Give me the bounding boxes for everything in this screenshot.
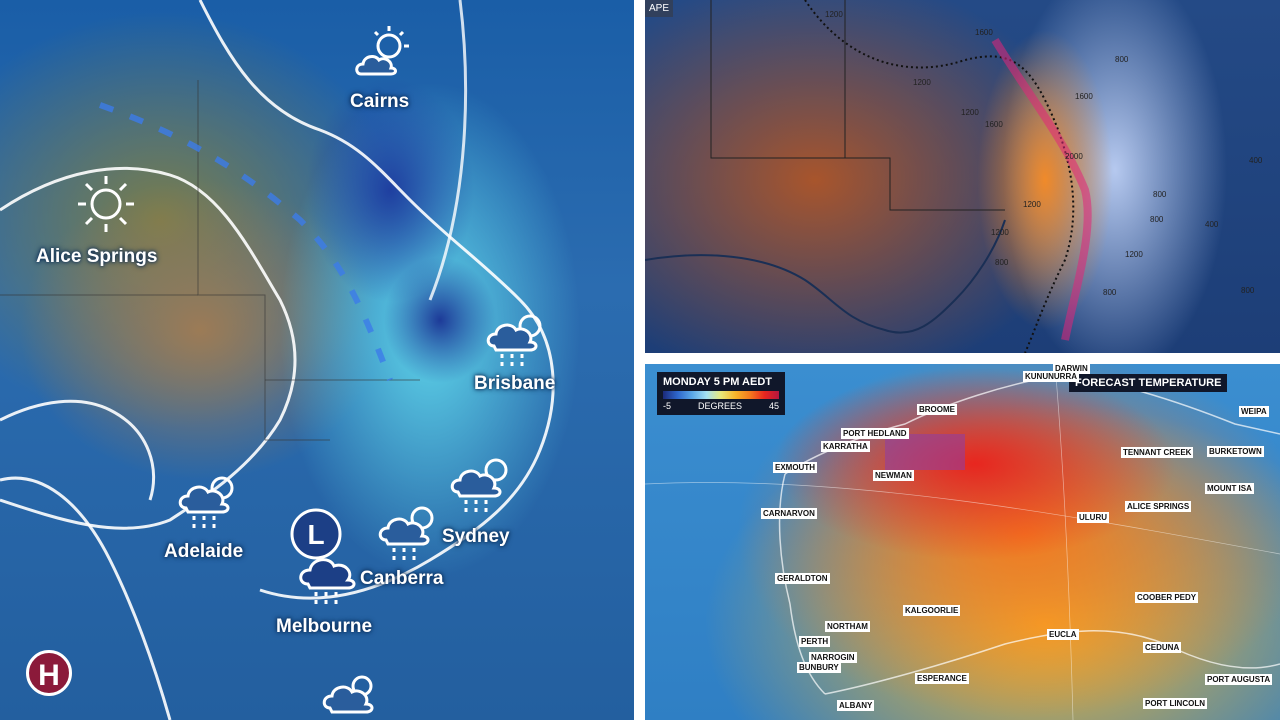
place-label: BUNBURY [797, 662, 841, 673]
city-label: Melbourne [276, 616, 373, 637]
city-label: Cairns [350, 91, 410, 112]
legend-box: MONDAY 5 PM AEDT -5 DEGREES 45 [657, 372, 785, 415]
panel-divider [645, 353, 1280, 364]
city-label: Brisbane [474, 373, 556, 394]
low-pressure-rain-icon: L [290, 508, 356, 608]
sun-icon [78, 176, 134, 232]
place-label: NARROGIN [809, 652, 857, 663]
cape-map: APE 1200 1600 1200 800 1600 2000 1200 80… [645, 0, 1280, 353]
map-label: APE [645, 0, 674, 17]
contour-label: 1200 [1023, 200, 1041, 209]
place-label: EXMOUTH [773, 462, 817, 473]
scale-max: 45 [768, 401, 779, 411]
place-label: KUNUNURRA [1023, 371, 1079, 382]
contour-label: 1200 [825, 10, 843, 19]
place-label: EUCLA [1047, 629, 1079, 640]
scale-min: -5 [663, 401, 672, 411]
temperature-scale-bar [663, 391, 779, 399]
place-label: COOBER PEDY [1135, 592, 1199, 603]
place-label: BURKETOWN [1207, 446, 1264, 457]
city-label: Alice Springs [36, 246, 158, 267]
rain-cloud-icon [322, 675, 374, 714]
contour-label: 800 [1150, 215, 1164, 224]
place-label: NORTHAM [825, 621, 870, 632]
contour-label: 1200 [961, 108, 979, 117]
city-label: Sydney [442, 526, 510, 547]
place-label: CARNARVON [761, 508, 817, 519]
place-label: DARWIN [1053, 364, 1090, 374]
rain-cloud-icon [486, 314, 542, 370]
place-label: GERALDTON [775, 573, 830, 584]
rain-cloud-icon [178, 476, 234, 532]
place-label: KARRATHA [821, 441, 870, 452]
city-label: Adelaide [164, 541, 244, 562]
place-label: WEIPA [1239, 406, 1269, 417]
contour-label: 1200 [991, 228, 1009, 237]
city-label: Canberra [360, 568, 444, 589]
rain-radar-map: Cairns Alice Springs Brisbane Adelaide S… [0, 0, 634, 720]
sun-behind-cloud-icon [355, 26, 409, 76]
place-label: PORT HEDLAND [841, 428, 909, 439]
place-label: CEDUNA [1143, 642, 1182, 653]
place-label: ESPERANCE [915, 673, 969, 684]
contour-label: 1600 [985, 120, 1003, 129]
map-outlines [645, 364, 1280, 720]
low-pressure-symbol: L [307, 519, 324, 550]
map-title: FORECAST TEMPERATURE [1069, 374, 1228, 392]
place-label: PORT LINCOLN [1143, 698, 1207, 709]
contour-label: 800 [1103, 288, 1117, 297]
contour-label: 800 [995, 258, 1009, 267]
panel-divider [634, 0, 645, 720]
place-label: KALGOORLIE [903, 605, 961, 616]
rain-cloud-icon [450, 458, 508, 516]
map-outlines [645, 0, 1092, 353]
place-label: TENNANT CREEK [1121, 447, 1194, 458]
contour-label: 400 [1249, 156, 1263, 165]
contour-label: 1600 [975, 28, 993, 37]
place-label: NEWMAN [873, 470, 914, 481]
place-label: ALBANY [837, 700, 875, 711]
map-outlines [0, 0, 555, 720]
contour-label: 1200 [913, 78, 931, 87]
forecast-temperature-map: MONDAY 5 PM AEDT -5 DEGREES 45 FORECAST … [645, 364, 1280, 720]
contour-label: 1200 [1125, 250, 1143, 259]
contour-label: 800 [1241, 286, 1255, 295]
contour-label: 800 [1115, 55, 1129, 64]
place-label: ULURU [1077, 512, 1109, 523]
contour-label: 800 [1153, 190, 1167, 199]
forecast-time: MONDAY 5 PM AEDT [663, 376, 773, 388]
place-label: BROOME [917, 404, 957, 415]
contour-label: 400 [1205, 220, 1219, 229]
rain-cloud-icon [378, 506, 434, 562]
scale-label: DEGREES [697, 401, 742, 411]
contour-label: 1600 [1075, 92, 1093, 101]
place-label: MOUNT ISA [1205, 483, 1254, 494]
place-label: PORT AUGUSTA [1205, 674, 1273, 685]
place-label: ALICE SPRINGS [1125, 501, 1192, 512]
high-pressure-symbol: H [26, 650, 72, 696]
place-label: PERTH [799, 636, 831, 647]
contour-label: 2000 [1065, 152, 1083, 161]
